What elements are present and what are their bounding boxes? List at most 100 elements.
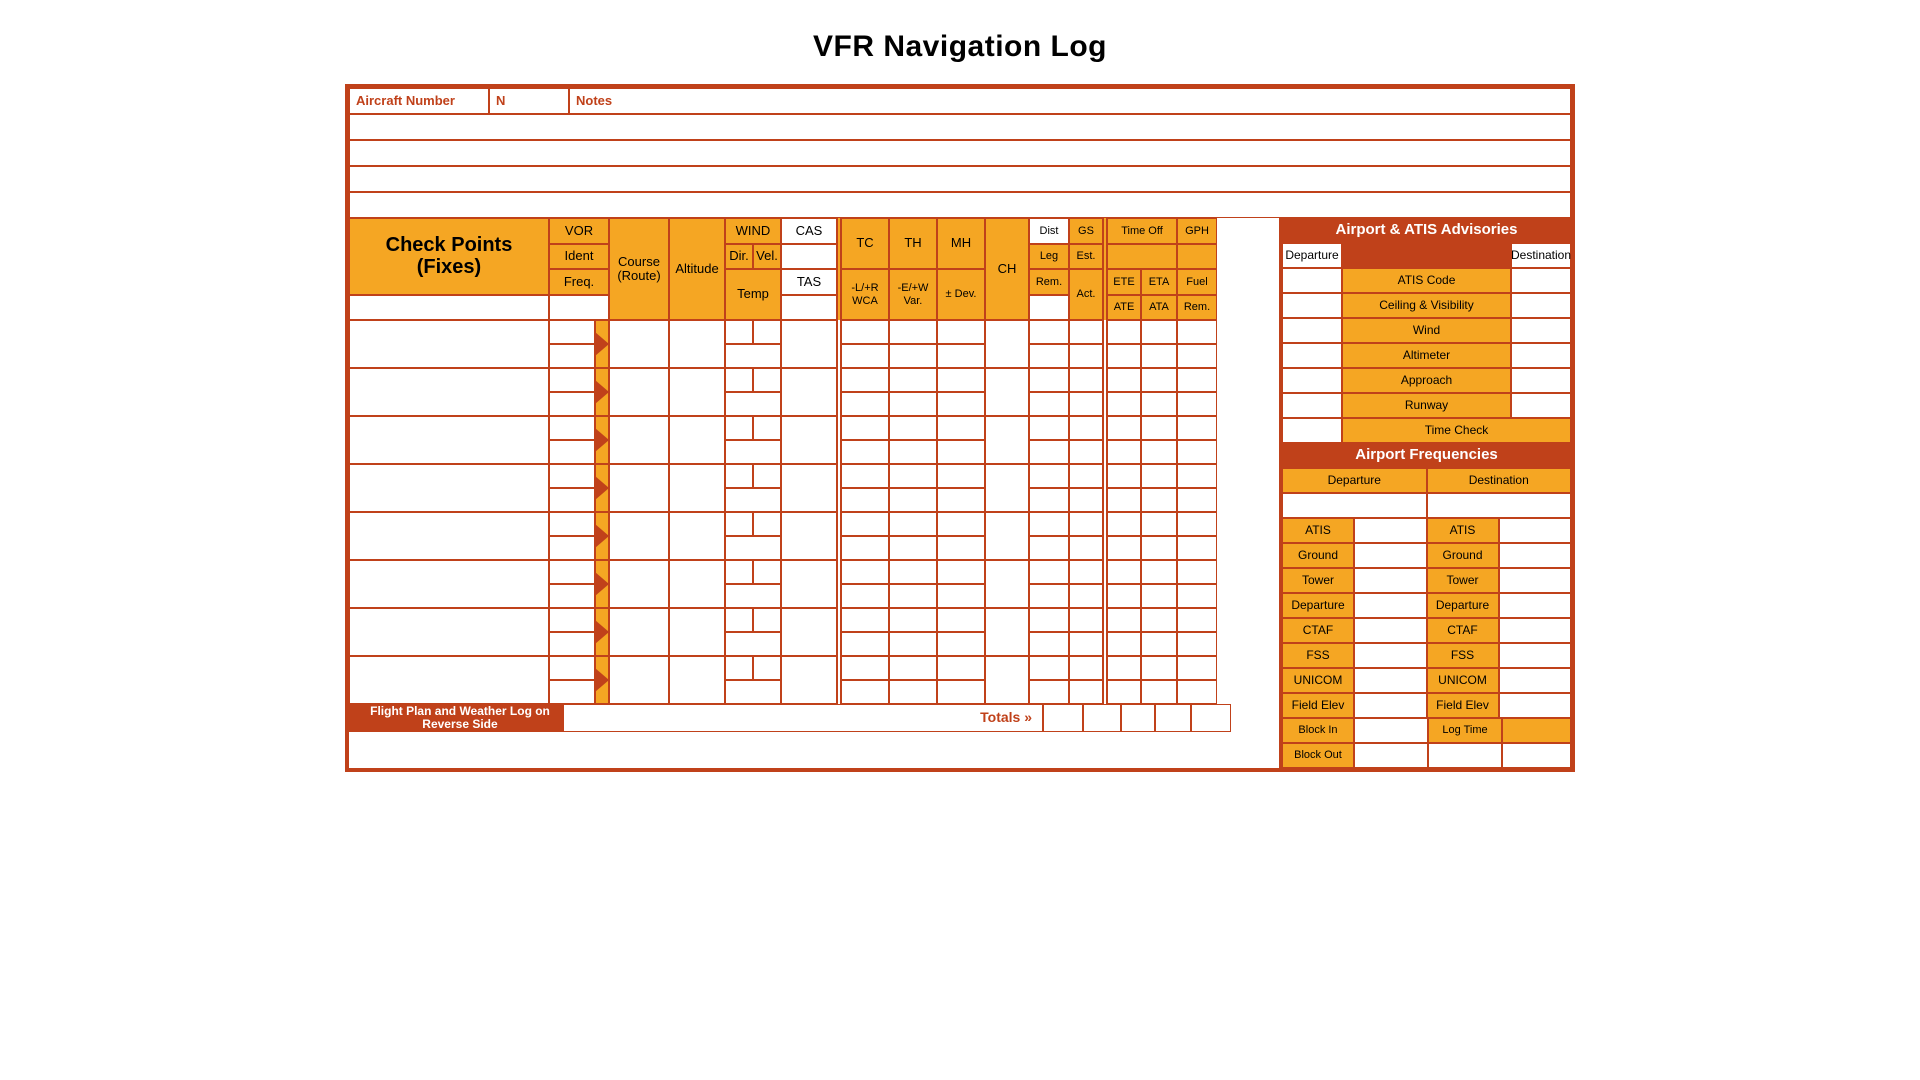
tc[interactable]	[841, 656, 889, 680]
mh[interactable]	[937, 656, 985, 680]
temp[interactable]	[725, 680, 781, 704]
dev[interactable]	[937, 632, 985, 656]
vor-freq[interactable]	[549, 632, 595, 656]
freq-val-dep[interactable]	[1354, 618, 1427, 643]
totals-fuel[interactable]	[1191, 704, 1231, 732]
freq-dest-name[interactable]	[1427, 493, 1572, 518]
tc[interactable]	[841, 512, 889, 536]
dist-start[interactable]	[1029, 295, 1069, 321]
temp[interactable]	[725, 392, 781, 416]
gs-act[interactable]	[1069, 488, 1103, 512]
gs-act[interactable]	[1069, 536, 1103, 560]
eta[interactable]	[1141, 656, 1177, 680]
dist-leg[interactable]	[1029, 560, 1069, 584]
dist-leg[interactable]	[1029, 320, 1069, 344]
ete[interactable]	[1107, 560, 1141, 584]
wind-dir[interactable]	[725, 416, 753, 440]
fuel[interactable]	[1177, 608, 1217, 632]
mh[interactable]	[937, 464, 985, 488]
dist-rem[interactable]	[1029, 584, 1069, 608]
ata[interactable]	[1141, 584, 1177, 608]
freq-val-dep[interactable]	[1354, 643, 1427, 668]
var[interactable]	[889, 488, 937, 512]
ate[interactable]	[1107, 440, 1141, 464]
wca[interactable]	[841, 344, 889, 368]
freq-val-dep[interactable]	[1354, 543, 1427, 568]
ch[interactable]	[985, 560, 1029, 608]
vor-freq[interactable]	[549, 584, 595, 608]
gs-act[interactable]	[1069, 584, 1103, 608]
adv-dep[interactable]	[1282, 393, 1342, 418]
adv-dep[interactable]	[1282, 268, 1342, 293]
ete[interactable]	[1107, 656, 1141, 680]
ata[interactable]	[1141, 344, 1177, 368]
vor-freq[interactable]	[549, 440, 595, 464]
var[interactable]	[889, 440, 937, 464]
wind-vel[interactable]	[753, 608, 781, 632]
wca[interactable]	[841, 392, 889, 416]
ch[interactable]	[985, 608, 1029, 656]
wca[interactable]	[841, 488, 889, 512]
mh[interactable]	[937, 320, 985, 344]
adv-dep[interactable]	[1282, 318, 1342, 343]
adv-dest[interactable]	[1511, 368, 1571, 393]
gs-est[interactable]	[1069, 416, 1103, 440]
dist-rem[interactable]	[1029, 392, 1069, 416]
freq-val-dep[interactable]	[1354, 518, 1427, 543]
dev[interactable]	[937, 344, 985, 368]
wca[interactable]	[841, 680, 889, 704]
freq-val-dest[interactable]	[1499, 643, 1572, 668]
checkpoint[interactable]	[349, 368, 549, 416]
gs-act[interactable]	[1069, 440, 1103, 464]
vor-freq[interactable]	[549, 392, 595, 416]
fuel[interactable]	[1177, 320, 1217, 344]
wca[interactable]	[841, 632, 889, 656]
eta[interactable]	[1141, 560, 1177, 584]
fuel-rem[interactable]	[1177, 344, 1217, 368]
freq-val-dest[interactable]	[1499, 618, 1572, 643]
vor-ident[interactable]	[549, 320, 595, 344]
ete[interactable]	[1107, 368, 1141, 392]
tas[interactable]	[781, 416, 837, 464]
course[interactable]	[609, 320, 669, 368]
gs-act[interactable]	[1069, 680, 1103, 704]
fuel-rem[interactable]	[1177, 488, 1217, 512]
mh[interactable]	[937, 608, 985, 632]
vor-ident[interactable]	[549, 560, 595, 584]
checkpoint-start[interactable]	[349, 295, 549, 321]
fuel[interactable]	[1177, 512, 1217, 536]
adv-dest[interactable]	[1511, 343, 1571, 368]
ch[interactable]	[985, 464, 1029, 512]
ete[interactable]	[1107, 608, 1141, 632]
temp[interactable]	[725, 488, 781, 512]
th[interactable]	[889, 464, 937, 488]
ch[interactable]	[985, 416, 1029, 464]
log-time-val2[interactable]	[1502, 743, 1571, 768]
course[interactable]	[609, 416, 669, 464]
dev[interactable]	[937, 584, 985, 608]
course[interactable]	[609, 368, 669, 416]
var[interactable]	[889, 344, 937, 368]
ete[interactable]	[1107, 320, 1141, 344]
ate[interactable]	[1107, 488, 1141, 512]
ate[interactable]	[1107, 680, 1141, 704]
dev[interactable]	[937, 392, 985, 416]
mh[interactable]	[937, 560, 985, 584]
temp[interactable]	[725, 344, 781, 368]
tc[interactable]	[841, 416, 889, 440]
tas[interactable]	[781, 320, 837, 368]
ate[interactable]	[1107, 632, 1141, 656]
wind-vel[interactable]	[753, 656, 781, 680]
freq-val-dest[interactable]	[1499, 568, 1572, 593]
wind-dir[interactable]	[725, 320, 753, 344]
wind-dir[interactable]	[725, 368, 753, 392]
wind-dir[interactable]	[725, 656, 753, 680]
dev[interactable]	[937, 440, 985, 464]
altitude[interactable]	[669, 368, 725, 416]
course[interactable]	[609, 656, 669, 704]
var[interactable]	[889, 680, 937, 704]
adv-dest[interactable]	[1511, 293, 1571, 318]
tc[interactable]	[841, 560, 889, 584]
eta[interactable]	[1141, 608, 1177, 632]
adv-dep[interactable]	[1282, 343, 1342, 368]
